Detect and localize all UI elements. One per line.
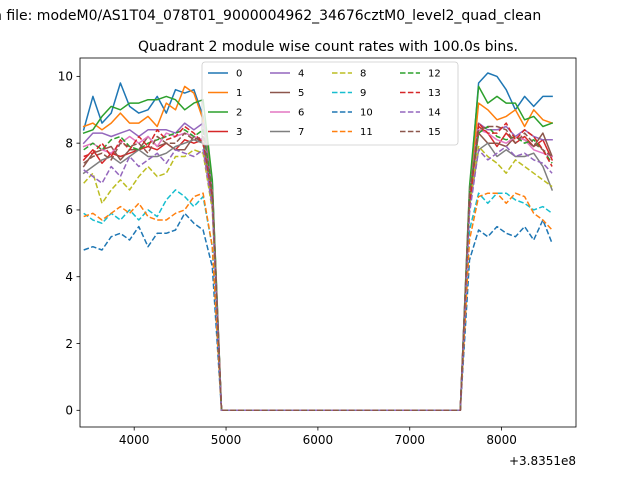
legend-label: 14 xyxy=(428,108,441,119)
legend-label: 15 xyxy=(428,127,441,138)
chart-title: Quadrant 2 module wise count rates with … xyxy=(138,39,518,55)
legend-box xyxy=(201,61,459,146)
legend-label: 9 xyxy=(360,88,366,99)
legend-entry-3: 3 xyxy=(208,127,242,138)
legend-entry-4: 4 xyxy=(270,69,304,80)
series-line-14 xyxy=(83,145,553,412)
legend-label: 4 xyxy=(298,69,304,80)
series-line-10 xyxy=(83,212,553,412)
legend-entry-12: 12 xyxy=(400,69,441,80)
legend-label: 3 xyxy=(236,127,242,138)
legend-entry-9: 9 xyxy=(332,88,366,99)
x-tick-label: 5000 xyxy=(211,433,242,447)
legend-label: 0 xyxy=(236,69,242,80)
legend-entry-8: 8 xyxy=(332,69,366,80)
series-line-4 xyxy=(82,122,553,412)
legend-entry-10: 10 xyxy=(332,108,373,119)
series-line-13 xyxy=(83,122,553,412)
series-line-7 xyxy=(82,139,554,412)
legend-label: 13 xyxy=(428,88,441,99)
series-line-12 xyxy=(83,125,553,412)
legend-entry-5: 5 xyxy=(270,88,304,99)
legend-label: 1 xyxy=(236,88,242,99)
x-axis: 4000 5000 6000 7000 8000 xyxy=(119,427,517,447)
series-line-11 xyxy=(83,192,553,412)
legend-entry-15: 15 xyxy=(400,127,441,138)
series-line-15 xyxy=(83,125,553,412)
series-line-9 xyxy=(83,189,553,412)
figure-suptitle: n file: modeM0/AS1T04_078T01_9000004962_… xyxy=(0,8,541,24)
legend-label: 7 xyxy=(298,127,304,138)
legend-entry-7: 7 xyxy=(270,127,304,138)
series-line-6 xyxy=(82,129,554,412)
legend-entry-0: 0 xyxy=(208,69,242,80)
legend-label: 12 xyxy=(428,69,441,80)
x-offset-label: +3.8351e8 xyxy=(509,454,576,468)
x-tick-label: 4000 xyxy=(119,433,150,447)
series-line-8 xyxy=(83,145,553,412)
legend-label: 6 xyxy=(298,108,304,119)
plot-series-layer xyxy=(82,72,554,412)
y-tick-label: 8 xyxy=(65,136,73,150)
legend-entry-11: 11 xyxy=(332,127,373,138)
legend-label: 11 xyxy=(360,127,373,138)
y-tick-label: 4 xyxy=(65,270,73,284)
legend-label: 8 xyxy=(360,69,366,80)
y-tick-label: 6 xyxy=(65,203,73,217)
legend-label: 5 xyxy=(298,88,304,99)
legend-label: 10 xyxy=(360,108,373,119)
series-line-5 xyxy=(82,132,554,412)
y-axis: 0 2 4 6 8 10 xyxy=(58,70,80,418)
legend-entry-14: 14 xyxy=(400,108,441,119)
legend-entry-1: 1 xyxy=(208,88,242,99)
x-tick-label: 7000 xyxy=(394,433,425,447)
plot-frame xyxy=(79,57,577,428)
series-line-3 xyxy=(82,125,554,412)
y-tick-label: 0 xyxy=(65,404,73,418)
legend-entry-6: 6 xyxy=(270,108,304,119)
legend-entry-2: 2 xyxy=(208,108,242,119)
x-tick-label: 6000 xyxy=(303,433,334,447)
y-tick-label: 2 xyxy=(65,337,73,351)
x-tick-label: 8000 xyxy=(486,433,517,447)
legend-label: 2 xyxy=(236,108,242,119)
legend-entry-13: 13 xyxy=(400,88,441,99)
y-tick-label: 10 xyxy=(58,70,73,84)
